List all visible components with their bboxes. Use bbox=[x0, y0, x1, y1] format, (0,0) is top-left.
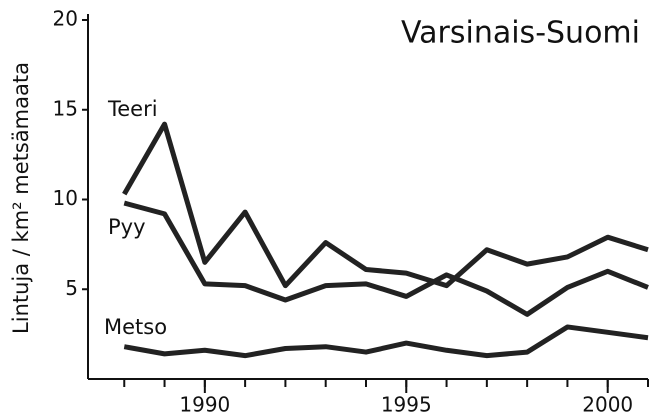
series-line bbox=[122, 121, 649, 289]
y-tick-label: 20 bbox=[53, 7, 78, 31]
series-label: Metso bbox=[104, 315, 167, 339]
series-label: Teeri bbox=[107, 97, 158, 121]
chart-title: Varsinais-Suomi bbox=[401, 16, 640, 51]
x-tick-label: 1995 bbox=[381, 393, 432, 417]
series-line bbox=[123, 200, 649, 317]
series-line bbox=[123, 324, 649, 359]
y-tick-label: 10 bbox=[53, 186, 78, 210]
x-tick-label: 2000 bbox=[582, 393, 633, 417]
x-tick-label: 1990 bbox=[179, 393, 230, 417]
y-tick-label: 15 bbox=[53, 96, 78, 120]
y-tick-label: 5 bbox=[65, 276, 78, 300]
y-axis-label: Lintuja / km² metsämaata bbox=[9, 62, 33, 334]
series-label: Pyy bbox=[108, 215, 146, 239]
